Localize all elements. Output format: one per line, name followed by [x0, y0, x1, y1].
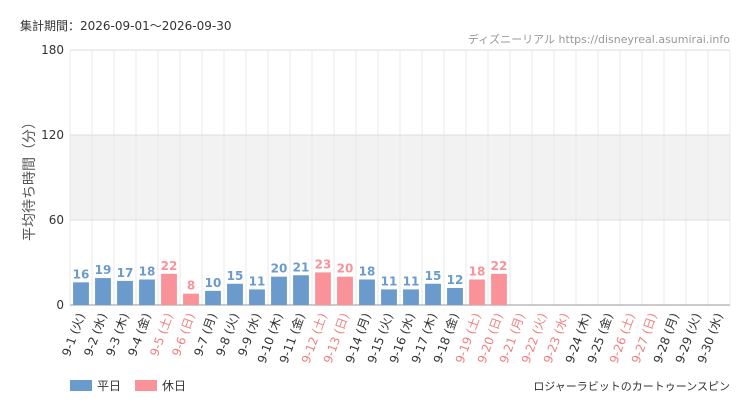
bar [337, 276, 353, 305]
bar [315, 272, 331, 305]
data-label: 20 [337, 262, 354, 276]
chart-title: 集計期間：2026-09-01～2026-09-30 [20, 18, 231, 33]
data-label: 23 [315, 257, 332, 271]
data-label: 17 [117, 266, 134, 280]
data-label: 12 [447, 273, 464, 287]
data-label: 22 [491, 259, 508, 273]
legend-swatch [135, 380, 157, 391]
bar [381, 289, 397, 305]
bar [425, 283, 441, 305]
bar [95, 278, 111, 305]
y-tick-label: 180 [41, 43, 64, 57]
bar [205, 290, 221, 305]
bar [359, 279, 375, 305]
data-label: 11 [249, 274, 266, 288]
data-label: 15 [425, 269, 442, 283]
data-label: 18 [359, 265, 376, 279]
bar [403, 289, 419, 305]
legend-label: 休日 [162, 379, 186, 393]
bar [271, 276, 287, 305]
y-tick-label: 120 [41, 128, 64, 142]
data-label: 18 [469, 265, 486, 279]
data-label: 10 [205, 276, 222, 290]
legend-label: 平日 [97, 379, 121, 393]
legend-swatch [70, 380, 92, 391]
bar [183, 293, 199, 305]
source: ディズニーリアル https://disneyreal.asumirai.inf… [468, 32, 730, 46]
data-label: 11 [403, 274, 420, 288]
data-label: 18 [139, 265, 156, 279]
y-axis-label: 平均待ち時間（分） [22, 115, 38, 241]
data-label: 22 [161, 259, 178, 273]
data-label: 8 [187, 279, 195, 293]
subtitle: ロジャーラビットのカートゥーンスピン [533, 380, 730, 393]
bar [161, 273, 177, 305]
bar [227, 283, 243, 305]
data-label: 19 [95, 263, 112, 277]
bar [293, 275, 309, 305]
y-tick-label: 0 [56, 298, 64, 312]
bar [469, 279, 485, 305]
bar [447, 288, 463, 305]
data-label: 20 [271, 262, 288, 276]
bar [139, 279, 155, 305]
bar [249, 289, 265, 305]
bar [117, 280, 133, 305]
data-label: 15 [227, 269, 244, 283]
data-label: 11 [381, 274, 398, 288]
bar [73, 282, 89, 305]
data-label: 21 [293, 260, 310, 274]
y-tick-label: 60 [49, 213, 64, 227]
data-label: 16 [73, 267, 90, 281]
bar [491, 273, 507, 305]
